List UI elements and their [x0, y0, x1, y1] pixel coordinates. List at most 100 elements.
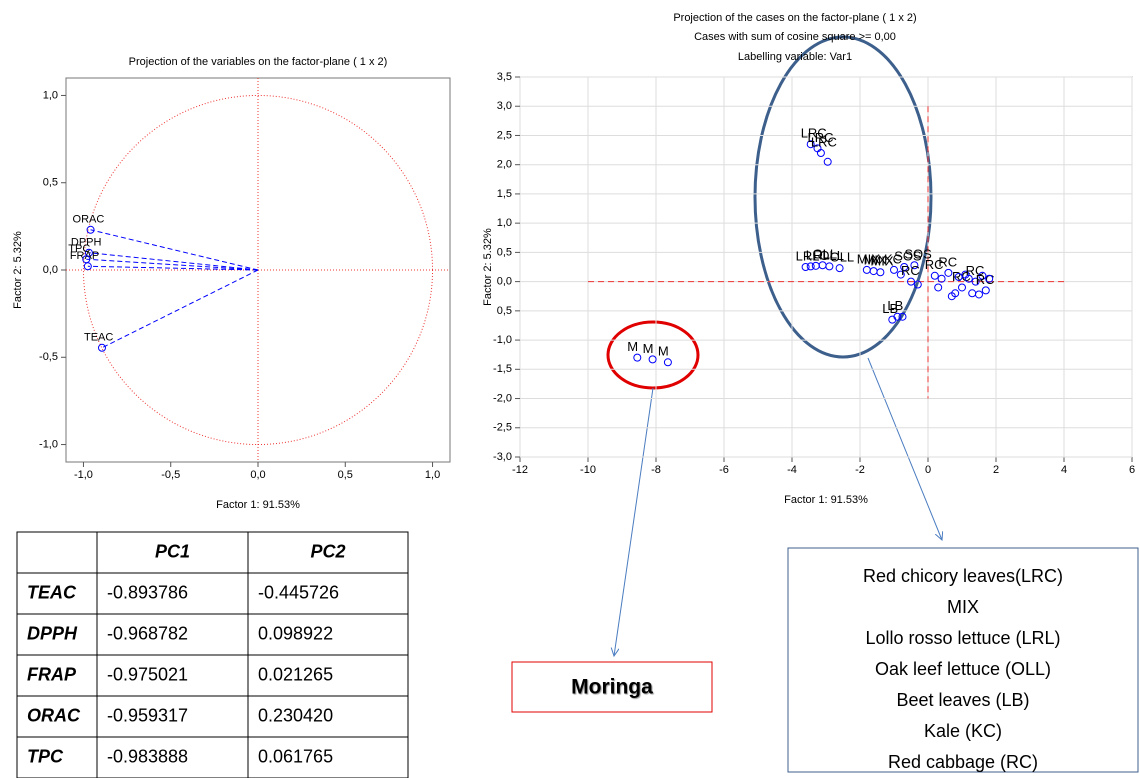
- table-cell: 0.021265: [258, 664, 333, 684]
- table-cell: 0.098922: [258, 623, 333, 643]
- y-tick-label: -2,5: [493, 422, 512, 434]
- point-label: DPPH: [71, 237, 102, 249]
- group-line: Red cabbage (RC): [888, 752, 1038, 772]
- y-tick-label: 2,0: [497, 159, 512, 171]
- point: [985, 274, 994, 283]
- x-tick-label: 0,0: [250, 469, 265, 481]
- point-label: SOS: [904, 247, 932, 262]
- point: [876, 268, 885, 277]
- chart-title: Labelling variable: Var1: [738, 51, 852, 63]
- point-label: OLL: [819, 248, 844, 263]
- point: [907, 277, 915, 286]
- point-label: KC: [884, 251, 902, 266]
- x-tick-label: -4: [787, 464, 797, 476]
- chart-title: Projection of the variables on the facto…: [129, 56, 388, 68]
- point: [663, 358, 672, 367]
- x-tick-label: -10: [580, 464, 596, 476]
- x-tick-label: -2: [855, 464, 865, 476]
- y-tick-label: 0,5: [497, 305, 512, 317]
- point-label: TEAC: [84, 332, 113, 344]
- point-label: RC: [938, 254, 957, 269]
- x-tick-label: 2: [993, 464, 999, 476]
- point-label: SOS: [894, 248, 922, 263]
- point: [801, 263, 810, 271]
- point: [633, 353, 642, 362]
- y-tick-label: -1,5: [493, 363, 512, 375]
- point-label: RC: [966, 263, 985, 278]
- point: [951, 289, 960, 298]
- point: [968, 289, 977, 298]
- table-row-label: ORAC: [27, 705, 81, 725]
- x-axis-label: Factor 1: 91.53%: [216, 499, 300, 511]
- vector: [87, 265, 259, 271]
- point-label: TPC: [68, 243, 90, 255]
- point: [825, 262, 834, 271]
- chart-title: Projection of the cases on the factor-pl…: [673, 12, 916, 24]
- point-label: RC: [901, 263, 920, 278]
- y-tick-label: -1,0: [39, 438, 58, 450]
- y-tick-label: -0,5: [39, 351, 58, 363]
- y-axis-label: Factor 2: 5.32%: [482, 228, 494, 306]
- group-box: [787, 547, 1139, 773]
- table-row-label: TPC: [27, 746, 64, 766]
- table-cell: -0.893786: [107, 582, 188, 602]
- y-tick-label: 1,0: [43, 89, 58, 101]
- point: [981, 286, 990, 295]
- point-label: M: [658, 344, 669, 359]
- x-tick-label: -6: [719, 464, 729, 476]
- x-tick-label: 0: [925, 464, 931, 476]
- vector: [101, 269, 259, 349]
- point-label: RC: [925, 257, 944, 272]
- point: [937, 274, 946, 283]
- y-tick-label: -3,0: [493, 451, 512, 463]
- point-label: OLL: [813, 247, 838, 262]
- chart-title: Cases with sum of cosine square >= 0,00: [694, 31, 896, 43]
- y-tick-label: 0,0: [497, 276, 512, 288]
- point: [898, 312, 907, 321]
- point: [97, 343, 106, 352]
- vector: [90, 229, 259, 271]
- x-tick-label: 6: [1129, 464, 1135, 476]
- point: [82, 255, 91, 264]
- point-label: ORAC: [73, 214, 105, 226]
- point: [86, 225, 95, 234]
- moringa-box: [511, 661, 713, 713]
- point-label: MIX: [857, 251, 880, 266]
- point: [806, 262, 815, 271]
- point: [896, 270, 905, 279]
- point: [806, 140, 815, 149]
- table-cell: -0.968782: [107, 623, 188, 643]
- point: [816, 149, 825, 157]
- point-label: LRL: [796, 248, 820, 263]
- point-label: RC: [976, 272, 995, 287]
- point: [893, 312, 902, 321]
- point: [971, 277, 980, 286]
- group-line: MIX: [947, 597, 979, 617]
- table-header: PC1: [155, 541, 190, 561]
- point: [954, 272, 963, 281]
- arrow: [614, 387, 654, 656]
- y-tick-label: 1,0: [497, 217, 512, 229]
- table-cell: 0.061765: [258, 746, 333, 766]
- point-label: LRC: [808, 130, 834, 145]
- y-tick-label: 0,5: [43, 177, 58, 189]
- point-label: LB: [887, 298, 903, 313]
- group-ellipse: [753, 35, 933, 359]
- y-tick-label: -1,0: [493, 334, 512, 346]
- arrow: [867, 357, 942, 540]
- point: [975, 290, 983, 299]
- table-cell: -0.445726: [258, 582, 339, 602]
- x-tick-label: -12: [512, 464, 528, 476]
- y-tick-label: 3,5: [497, 71, 512, 83]
- table-cell: -0.959317: [107, 705, 188, 725]
- point-label: M: [643, 341, 654, 356]
- y-tick-label: 3,0: [497, 100, 512, 112]
- x-tick-label: -8: [651, 464, 661, 476]
- group-line: Oak leef lettuce (OLL): [875, 659, 1051, 679]
- x-tick-label: -1,0: [74, 469, 93, 481]
- point: [835, 264, 844, 273]
- y-tick-label: -2,0: [493, 392, 512, 404]
- point-label: LRC: [801, 126, 827, 141]
- table-row-label: FRAP: [27, 664, 77, 684]
